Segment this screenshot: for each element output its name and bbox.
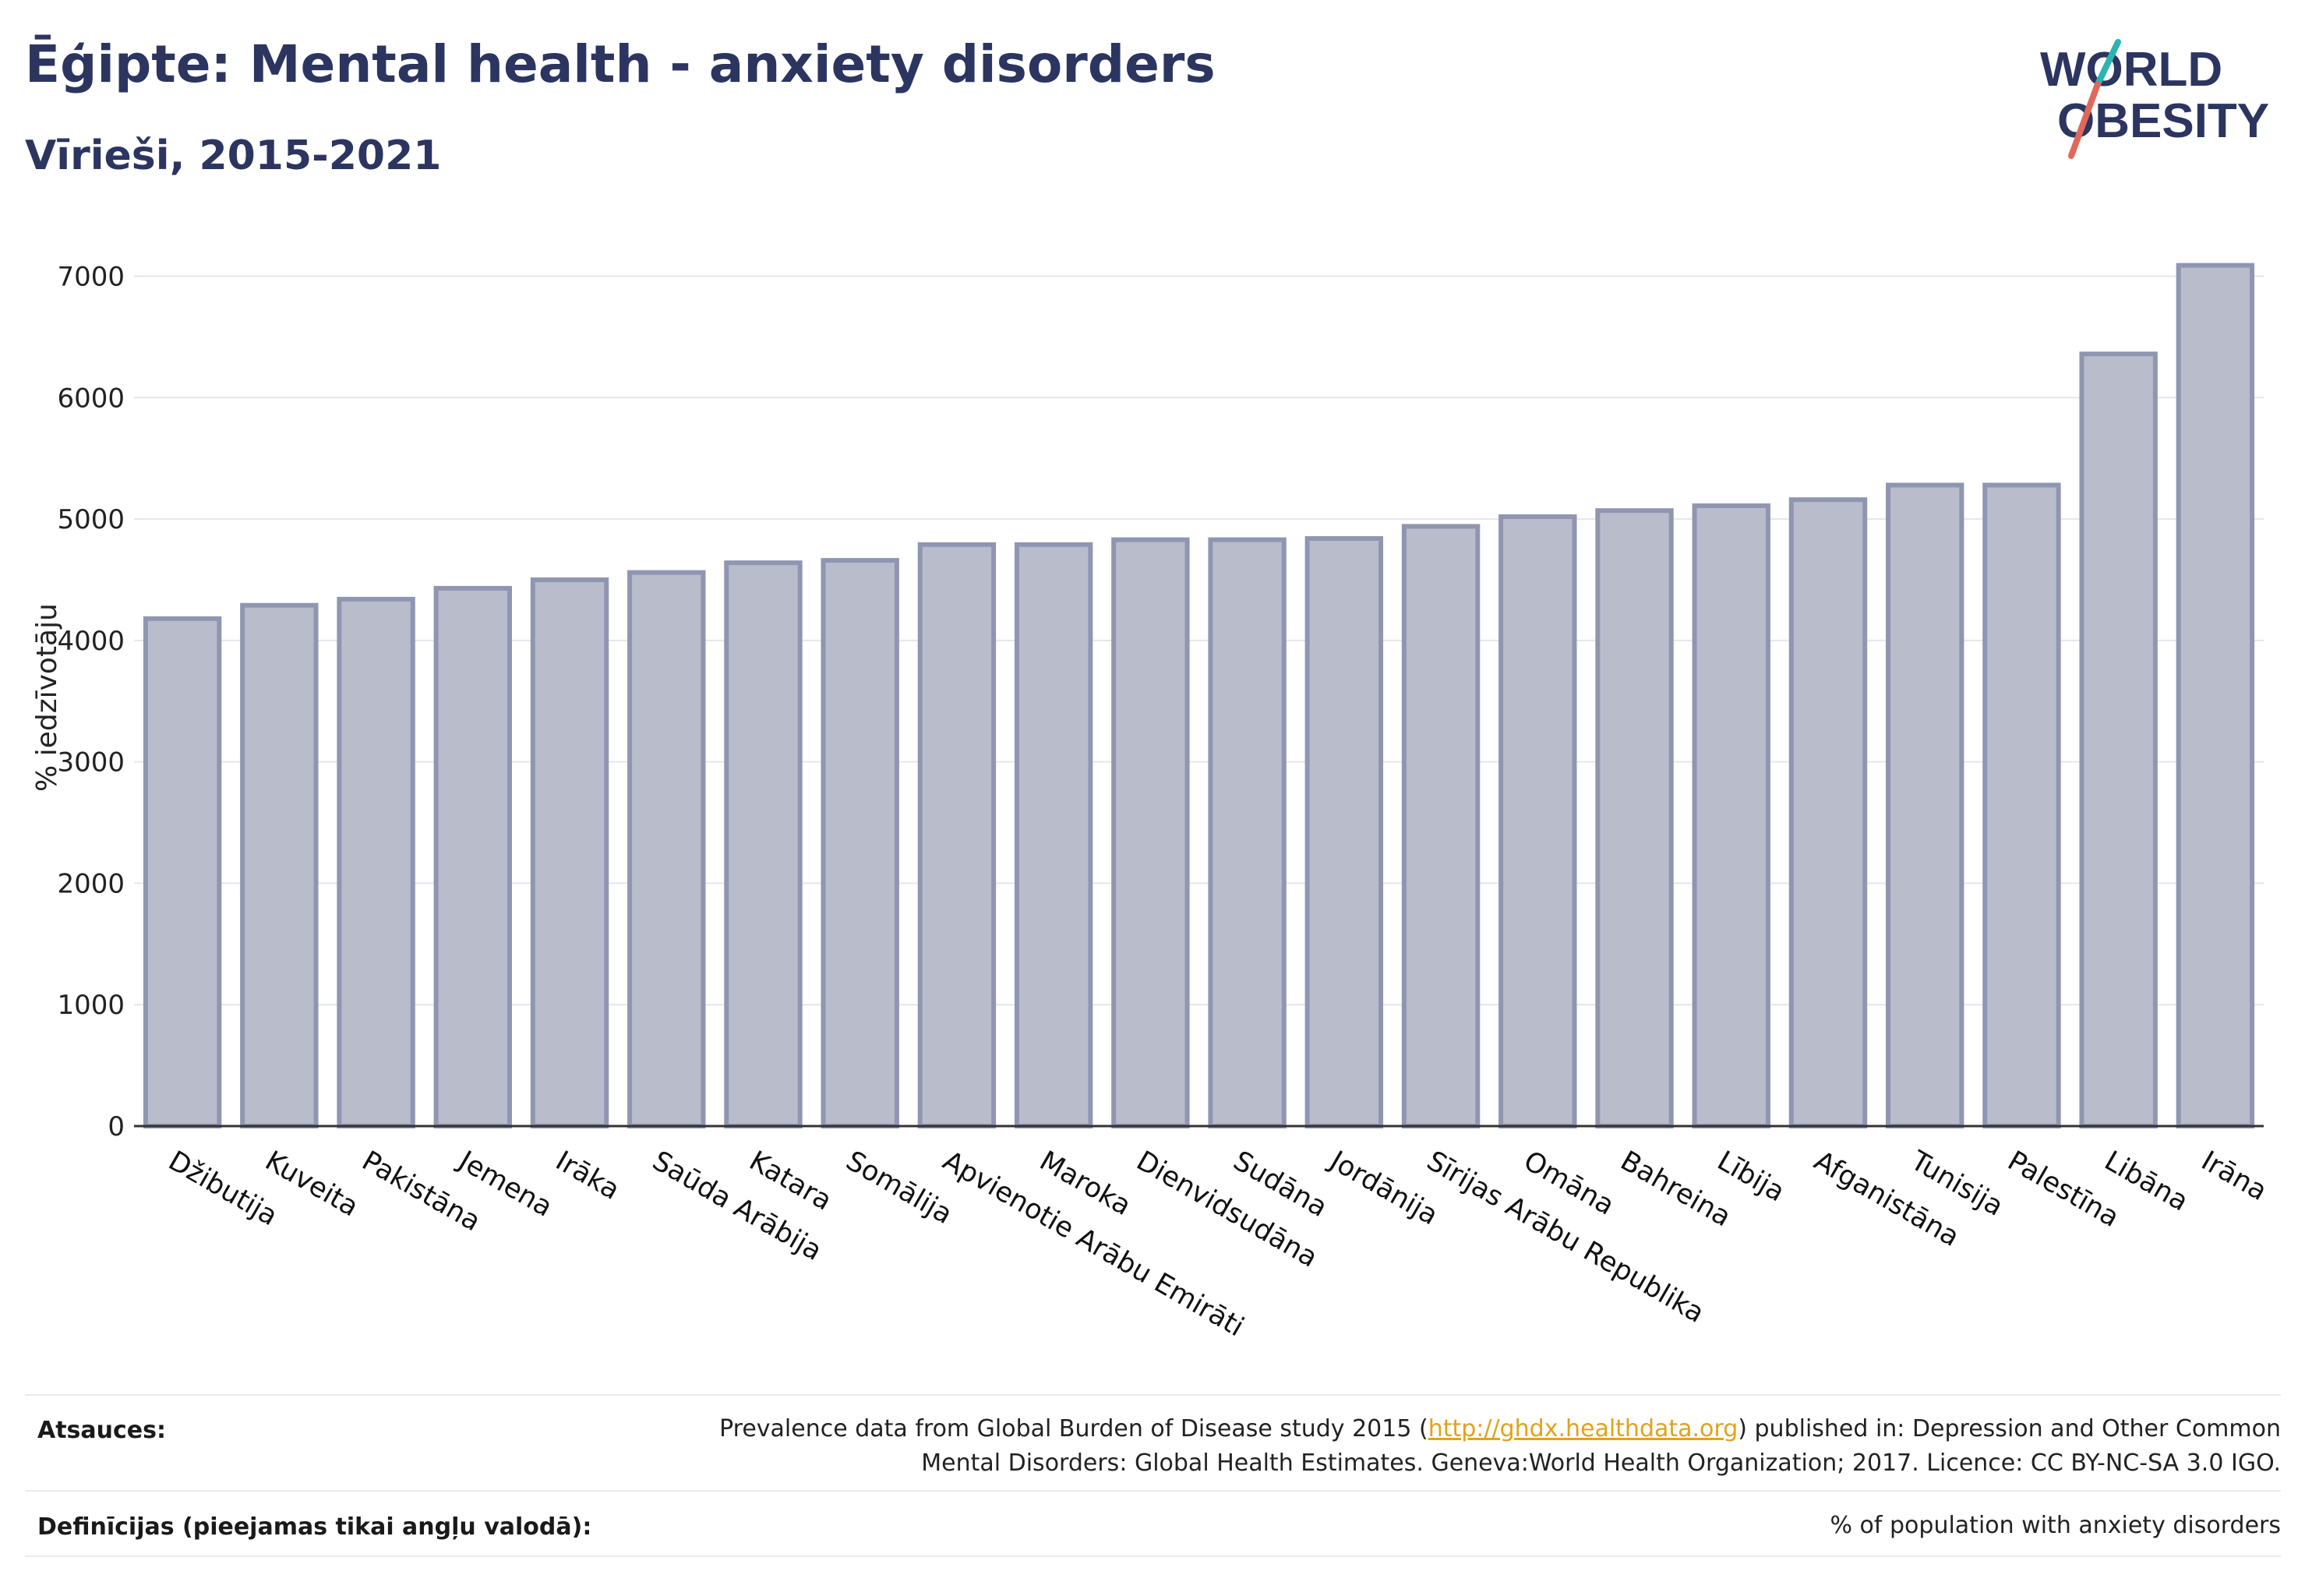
bar[interactable]	[1595, 508, 1674, 1128]
bar-chart: 01000200030004000500060007000DžibutijaKu…	[31, 262, 2272, 1344]
bar[interactable]	[724, 560, 803, 1128]
sources-text-before: Prevalence data from Global Burden of Di…	[719, 1415, 1428, 1442]
definitions-text: % of population with anxiety disorders	[1830, 1512, 2281, 1539]
footer-sources-row: Atsauces: Prevalence data from Global Bu…	[25, 1404, 2281, 1488]
logo-line1: WORLD	[2040, 43, 2222, 97]
x-tick-label: Džibutija	[163, 1146, 282, 1233]
bar[interactable]	[143, 616, 222, 1128]
x-tick-label: Saūda Arābija	[647, 1146, 827, 1267]
bar[interactable]	[2176, 263, 2255, 1128]
y-tick-label: 6000	[57, 383, 125, 414]
sources-link[interactable]: http://ghdx.healthdata.org	[1428, 1415, 1738, 1442]
sources-label: Atsauces:	[37, 1417, 166, 1444]
bar[interactable]	[1692, 503, 1770, 1128]
sources-text-after: ) published in: Depression and Other Com…	[1738, 1415, 2281, 1442]
bar[interactable]	[1304, 536, 1384, 1128]
y-tick-label: 7000	[57, 262, 125, 293]
page-title: Ēģipte: Mental health - anxiety disorder…	[25, 34, 1216, 94]
footer-separator-mid	[25, 1490, 2281, 1492]
y-tick-label: 0	[108, 1111, 125, 1142]
y-tick-label: 2000	[57, 868, 125, 899]
x-tick-label: Jordānija	[1323, 1145, 1443, 1232]
x-tick-label: Bahreina	[1615, 1146, 1736, 1234]
footer-definitions-row: Definīcijas (pieejamas tikai angļu valod…	[25, 1501, 2281, 1555]
bar[interactable]	[1498, 514, 1577, 1128]
definitions-label: Definīcijas (pieejamas tikai angļu valod…	[37, 1513, 592, 1541]
bar[interactable]	[627, 570, 706, 1128]
bar[interactable]	[1788, 497, 1868, 1128]
bar[interactable]	[337, 596, 415, 1128]
world-obesity-logo: WORLD OBESITY	[2040, 39, 2269, 159]
bar[interactable]	[1014, 542, 1093, 1128]
bar[interactable]	[240, 602, 319, 1128]
bar[interactable]	[1208, 537, 1287, 1128]
bar[interactable]	[1982, 482, 2061, 1128]
x-tick-label: Irāna	[2196, 1146, 2272, 1208]
y-tick-label: 5000	[57, 504, 125, 535]
footer-separator-top	[25, 1394, 2281, 1396]
footer-separator-bottom	[25, 1555, 2281, 1557]
y-tick-label: 4000	[57, 626, 125, 657]
y-tick-label: 1000	[57, 990, 125, 1021]
x-tick-label: Somālija	[841, 1146, 958, 1231]
bar[interactable]	[821, 558, 899, 1128]
bar[interactable]	[433, 585, 513, 1128]
logo-slash-teal	[2095, 39, 2121, 87]
x-tick-label: Irāka	[550, 1146, 625, 1206]
bar-layer	[143, 263, 2255, 1128]
x-tick-label: Palestīna	[2003, 1146, 2124, 1234]
sources-line2: Mental Disorders: Global Health Estimate…	[921, 1449, 2281, 1477]
page-subtitle: Vīrieši, 2015-2021	[25, 132, 442, 179]
bar[interactable]	[1401, 524, 1481, 1128]
bar[interactable]	[2079, 351, 2158, 1128]
bar[interactable]	[917, 542, 997, 1128]
y-axis-label: % iedzīvotāju	[31, 603, 63, 792]
bar[interactable]	[1885, 482, 1964, 1128]
y-tick-label: 3000	[57, 747, 125, 779]
logo-slash-red	[2068, 81, 2101, 159]
sources-text: Prevalence data from Global Burden of Di…	[719, 1412, 2281, 1481]
bar[interactable]	[530, 577, 609, 1128]
bar[interactable]	[1111, 537, 1190, 1128]
